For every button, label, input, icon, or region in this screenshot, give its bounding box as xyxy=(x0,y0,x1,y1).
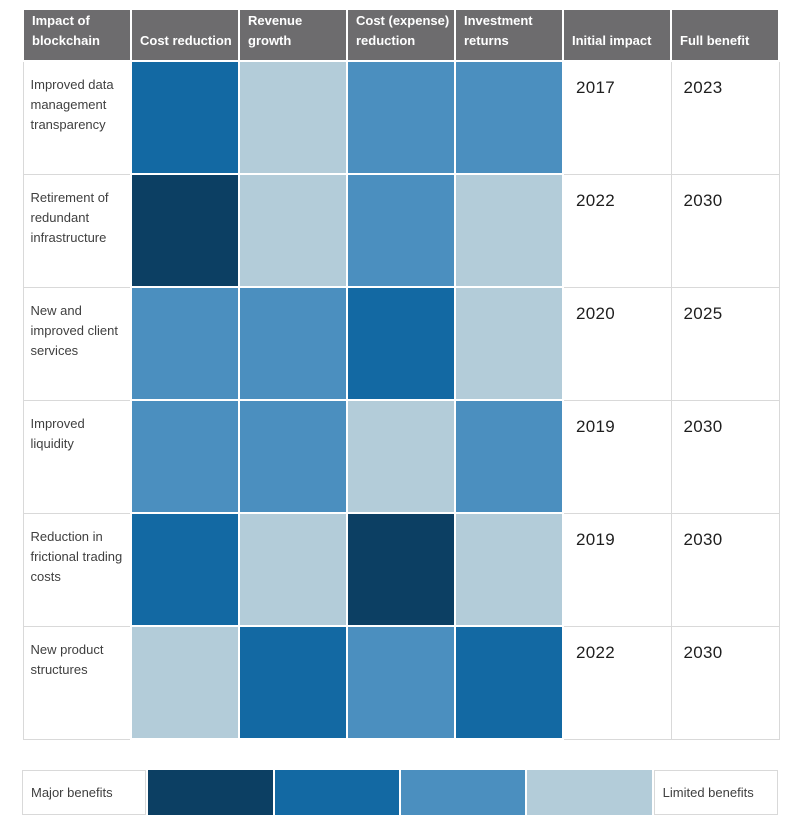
legend-swatch-level-1 xyxy=(527,770,652,815)
row-label-cell: Retirement of redundant infrastructure xyxy=(22,173,132,288)
heat-cell-level-3 xyxy=(130,512,240,627)
full-benefit-cell: 2030 xyxy=(670,512,780,627)
full-benefit-cell: 2030 xyxy=(670,625,780,740)
initial-impact-cell: 2017 xyxy=(562,60,672,175)
heat-cell-level-1 xyxy=(238,512,348,627)
row-label-cell: New product structures xyxy=(22,625,132,740)
column-header-line: returns xyxy=(464,33,509,48)
heat-cell-level-3 xyxy=(454,625,564,740)
initial-impact-cell: 2019 xyxy=(562,512,672,627)
full-benefit-cell: 2025 xyxy=(670,286,780,401)
column-header-line: growth xyxy=(248,33,292,48)
legend-swatch-level-3 xyxy=(274,770,399,815)
legend-swatch-level-4 xyxy=(148,770,273,815)
heat-cell-level-2 xyxy=(346,625,456,740)
legend-label-major: Major benefits xyxy=(22,770,147,815)
initial-impact-cell: 2020 xyxy=(562,286,672,401)
legend-label-limited: Limited benefits xyxy=(653,770,778,815)
heat-cell-level-2 xyxy=(238,286,348,401)
table-header-row: Impact of blockchain Cost reduction Revenue… xyxy=(22,8,780,62)
column-header-line: Revenue xyxy=(248,13,303,28)
heat-cell-level-1 xyxy=(346,399,456,514)
heat-cell-level-1 xyxy=(238,173,348,288)
column-header: Full benefit xyxy=(670,8,780,62)
impact-table: Impact of blockchain Cost reduction Revenue… xyxy=(22,8,780,740)
heat-cell-level-3 xyxy=(238,625,348,740)
heat-cell-level-2 xyxy=(346,60,456,175)
legend: Major benefits Limited benefits xyxy=(22,770,778,815)
table-row: Retirement of redundant infrastructure 20… xyxy=(22,173,780,288)
column-header-line: blockchain xyxy=(32,33,100,48)
table-row: New product structures 2022 2030 xyxy=(22,625,780,740)
heat-cell-level-3 xyxy=(346,286,456,401)
heat-cell-level-4 xyxy=(346,512,456,627)
row-label-cell: Improved liquidity xyxy=(22,399,132,514)
column-header-line: Full benefit xyxy=(680,33,750,48)
heat-cell-level-2 xyxy=(454,399,564,514)
full-benefit-cell: 2030 xyxy=(670,399,780,514)
heat-cell-level-2 xyxy=(346,173,456,288)
column-header-line: Initial impact xyxy=(572,33,652,48)
heat-cell-level-2 xyxy=(454,60,564,175)
column-header: Initial impact xyxy=(562,8,672,62)
heat-cell-level-2 xyxy=(130,399,240,514)
heat-cell-level-2 xyxy=(238,399,348,514)
column-header-line: Cost (expense) xyxy=(356,13,450,28)
row-label-cell: Reduction in frictional trading costs xyxy=(22,512,132,627)
full-benefit-cell: 2030 xyxy=(670,173,780,288)
row-label-cell: Improved data management transparency xyxy=(22,60,132,175)
column-header: Cost (expense) reduction xyxy=(346,8,456,62)
initial-impact-cell: 2022 xyxy=(562,625,672,740)
column-header-line: Investment xyxy=(464,13,533,28)
legend-major-text: Major benefits xyxy=(31,785,113,800)
row-label-cell: New and improved client services xyxy=(22,286,132,401)
column-header: Investment returns xyxy=(454,8,564,62)
table-row: New and improved client services 2020 2025 xyxy=(22,286,780,401)
column-header-line: reduction xyxy=(356,33,416,48)
heat-cell-level-1 xyxy=(130,625,240,740)
column-header-line: Cost reduction xyxy=(140,33,232,48)
heat-cell-level-1 xyxy=(454,173,564,288)
column-header: Impact of blockchain xyxy=(22,8,132,62)
initial-impact-cell: 2022 xyxy=(562,173,672,288)
table-row: Reduction in frictional trading costs 201… xyxy=(22,512,780,627)
full-benefit-cell: 2023 xyxy=(670,60,780,175)
table-row: Improved liquidity 2019 2030 xyxy=(22,399,780,514)
initial-impact-cell: 2019 xyxy=(562,399,672,514)
heat-cell-level-3 xyxy=(130,60,240,175)
heat-cell-level-1 xyxy=(454,512,564,627)
legend-swatch-level-2 xyxy=(401,770,526,815)
heat-cell-level-1 xyxy=(238,60,348,175)
column-header: Cost reduction xyxy=(130,8,240,62)
legend-limited-text: Limited benefits xyxy=(662,785,754,800)
heat-cell-level-2 xyxy=(130,286,240,401)
heat-cell-level-1 xyxy=(454,286,564,401)
column-header: Revenue growth xyxy=(238,8,348,62)
table-row: Improved data management transparency 201… xyxy=(22,60,780,175)
column-header-line: Impact of xyxy=(32,13,90,28)
heat-cell-level-4 xyxy=(130,173,240,288)
